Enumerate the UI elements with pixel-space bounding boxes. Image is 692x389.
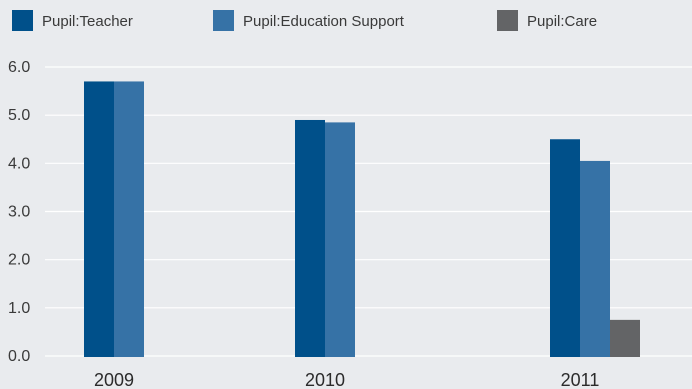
bar — [114, 81, 144, 357]
y-tick-label: 4.0 — [8, 155, 30, 172]
legend-swatch — [497, 10, 518, 31]
bar — [610, 319, 640, 357]
x-tick-label: 2011 — [561, 370, 600, 389]
y-tick-label: 0.0 — [8, 348, 30, 365]
y-tick-label: 2.0 — [8, 252, 30, 269]
y-tick-label: 1.0 — [8, 300, 30, 317]
bar — [550, 139, 580, 357]
bar — [295, 119, 325, 357]
y-tick-label: 3.0 — [8, 204, 30, 221]
legend-label: Pupil:Teacher — [42, 13, 133, 30]
bar — [580, 160, 610, 357]
x-tick-label: 2009 — [94, 370, 134, 389]
legend-label: Pupil:Education Support — [243, 13, 405, 30]
y-tick-label: 5.0 — [8, 107, 30, 124]
bar — [84, 81, 114, 357]
legend-swatch — [12, 10, 33, 31]
y-tick-label: 6.0 — [8, 59, 30, 76]
x-tick-label: 2010 — [305, 370, 345, 389]
bar — [325, 122, 355, 358]
legend-label: Pupil:Care — [527, 13, 597, 30]
legend-swatch — [213, 10, 234, 31]
